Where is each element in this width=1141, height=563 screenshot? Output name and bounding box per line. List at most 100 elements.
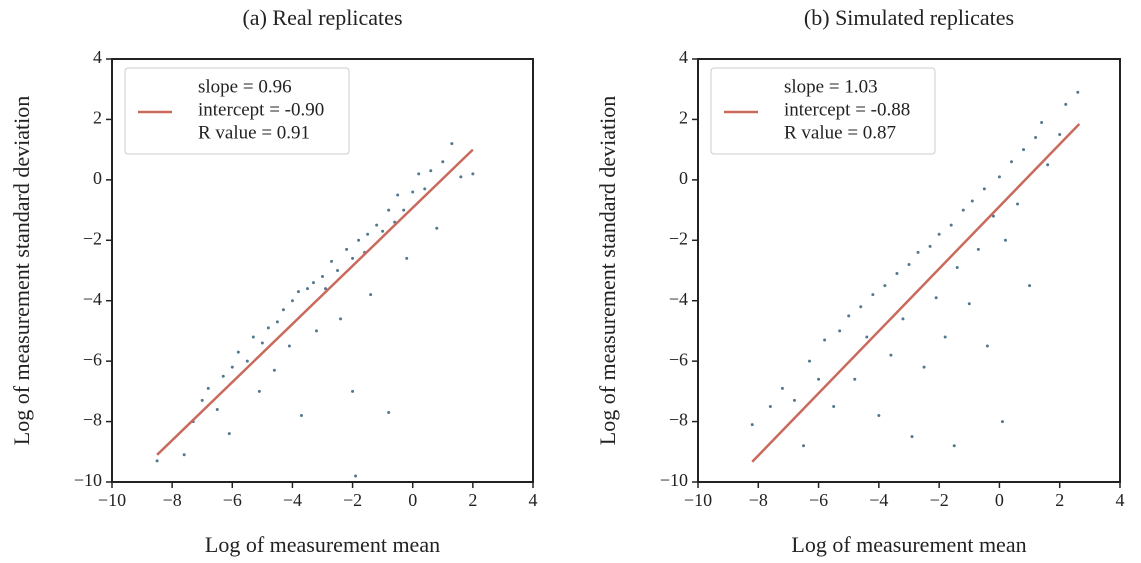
- scatter-point: [970, 199, 974, 203]
- scatter-point: [236, 350, 240, 354]
- scatter-point: [275, 320, 279, 324]
- scatter-point: [952, 444, 956, 448]
- scatter-point: [1046, 163, 1050, 167]
- scatter-point: [823, 338, 827, 342]
- scatter-point: [982, 187, 986, 191]
- scatter-point: [780, 386, 784, 390]
- scatter-point: [299, 414, 303, 418]
- x-tick-label: 2: [1055, 490, 1064, 510]
- scatter-point: [402, 208, 406, 212]
- scatter-point: [351, 256, 355, 260]
- fit-line: [156, 148, 474, 456]
- scatter-point: [257, 389, 261, 393]
- scatter-point: [871, 293, 875, 297]
- scatter-point: [354, 474, 358, 478]
- scatter-point: [366, 232, 370, 236]
- scatter-point: [405, 256, 409, 260]
- scatter-point: [877, 414, 881, 418]
- scatter-point: [182, 453, 186, 457]
- scatter-point: [943, 335, 947, 339]
- scatter-point: [1003, 238, 1007, 242]
- x-tick-label: 2: [468, 490, 477, 510]
- scatter-point: [206, 386, 210, 390]
- scatter-point: [321, 275, 324, 279]
- scatter-point: [423, 187, 427, 191]
- scatter-point: [357, 238, 361, 242]
- scatter-point: [330, 259, 334, 263]
- scatter-point: [429, 169, 433, 173]
- scatter-point: [251, 335, 255, 339]
- scatter-point: [272, 368, 276, 372]
- x-tick-label: −4: [869, 490, 888, 510]
- y-tick-label: −6: [669, 349, 688, 369]
- scatter-point: [290, 299, 294, 303]
- fit-line: [751, 123, 1081, 463]
- scatter-point: [215, 407, 219, 411]
- scatter-point: [396, 193, 400, 197]
- x-tick-label: −6: [809, 490, 828, 510]
- y-tick-label: −2: [669, 228, 688, 248]
- y-axis-label: Log of measurement standard deviation: [595, 96, 620, 445]
- scatter-point: [266, 326, 270, 330]
- scatter-point: [296, 290, 300, 294]
- scatter-point: [245, 359, 249, 363]
- x-tick-label: −10: [98, 490, 126, 510]
- scatter-point: [937, 232, 941, 236]
- scatter-point: [910, 435, 914, 439]
- scatter-point: [435, 226, 439, 230]
- scatter-point: [227, 432, 231, 436]
- legend-text: R value = 0.91: [198, 122, 310, 143]
- x-axis-label: Log of measurement mean: [205, 532, 440, 557]
- scatter-point: [1064, 102, 1068, 106]
- scatter-point: [808, 359, 812, 363]
- scatter-point: [1016, 202, 1020, 206]
- scatter-point: [750, 423, 754, 427]
- scatter-point: [853, 377, 857, 381]
- x-tick-label: −8: [163, 490, 182, 510]
- scatter-point: [324, 287, 328, 291]
- scatter-point: [967, 302, 971, 306]
- scatter-point: [417, 172, 421, 176]
- scatter-point: [847, 314, 851, 318]
- scatter-point: [889, 353, 893, 357]
- scatter-point: [387, 208, 391, 212]
- scatter-point: [865, 335, 869, 339]
- scatter-point: [922, 365, 926, 369]
- scatter-point: [369, 293, 373, 297]
- scatter-point: [230, 365, 234, 369]
- x-tick-label: 0: [995, 490, 1004, 510]
- y-tick-label: 4: [93, 47, 102, 67]
- scatter-point: [961, 208, 965, 212]
- scatter-point: [351, 389, 355, 393]
- y-tick-label: 4: [679, 47, 688, 67]
- x-tick-label: 4: [529, 490, 538, 510]
- scatter-point: [375, 223, 379, 227]
- y-tick-label: 2: [679, 108, 688, 128]
- scatter-point: [336, 269, 340, 272]
- x-tick-label: −10: [684, 490, 712, 510]
- y-tick-label: −10: [660, 470, 688, 490]
- scatter-point: [883, 284, 887, 288]
- y-tick-label: −10: [74, 470, 102, 490]
- legend-box: [124, 67, 350, 155]
- scatter-point: [459, 175, 463, 179]
- scatter-point: [314, 329, 318, 333]
- scatter-point: [281, 308, 285, 312]
- legend-text: slope = 1.03: [784, 76, 878, 97]
- scatter-point: [1028, 284, 1032, 288]
- plot-frame: [697, 58, 1121, 483]
- scatter-point: [802, 444, 805, 448]
- y-tick-label: −8: [83, 410, 102, 430]
- x-tick-label: −6: [223, 490, 242, 510]
- x-tick-label: −2: [343, 490, 362, 510]
- scatter-point: [985, 344, 989, 348]
- scatter-point: [339, 317, 343, 321]
- legend-text: intercept = -0.90: [198, 99, 324, 120]
- scatter-point: [1022, 148, 1026, 152]
- scatter-point: [895, 272, 899, 276]
- legend-text: slope = 0.96: [198, 76, 292, 97]
- legend-text: R value = 0.87: [784, 122, 896, 143]
- scatter-point: [450, 142, 454, 146]
- scatter-point: [976, 247, 980, 251]
- scatter-point: [1000, 420, 1004, 424]
